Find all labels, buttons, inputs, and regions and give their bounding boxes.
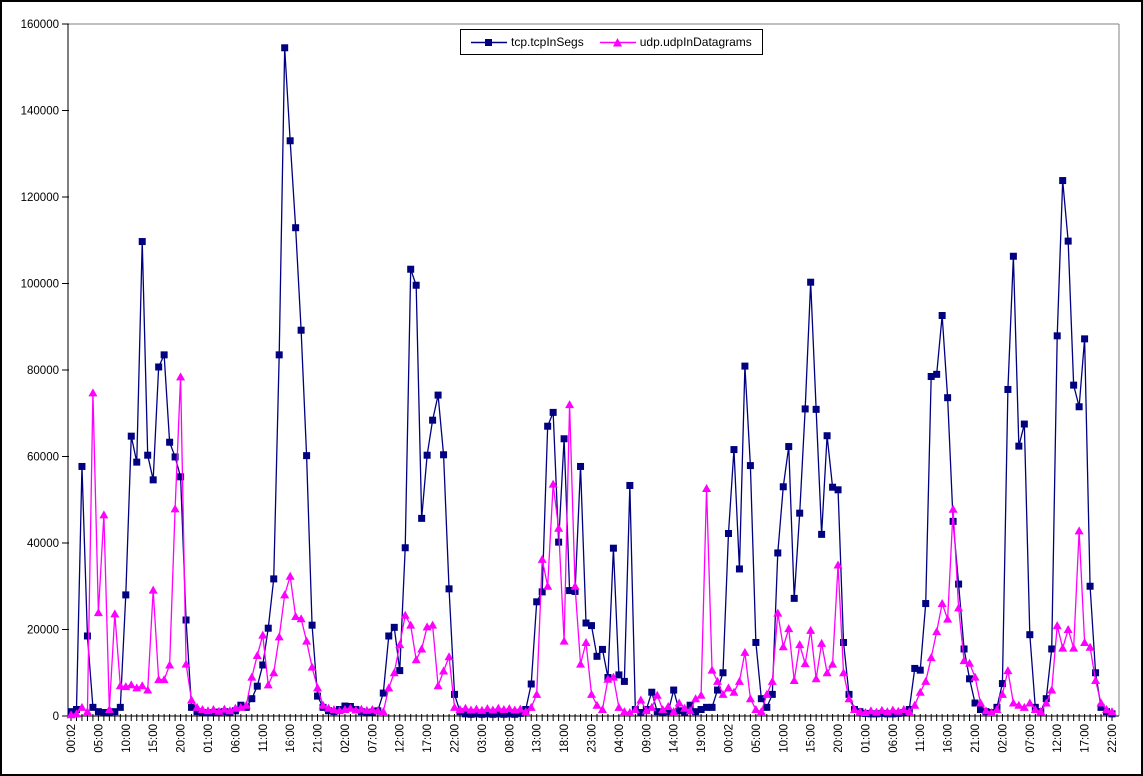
x-tick-label: 14:00 — [669, 724, 681, 753]
x-tick-label: 05:00 — [751, 724, 763, 753]
x-tick-label: 16:00 — [943, 724, 955, 753]
y-tick-label: 120000 — [21, 192, 59, 204]
x-tick-label: 22:00 — [450, 724, 462, 753]
x-tick-label: 12:00 — [1052, 724, 1064, 753]
y-axis: 0 20000 40000 60000 80000 100000 120000 140000 1… — [21, 19, 69, 723]
x-tick-label: 11:00 — [258, 724, 270, 752]
x-tick-label: 10:00 — [778, 724, 790, 753]
y-tick-label: 20000 — [27, 625, 59, 637]
legend-label-udp: udp.udpInDatagrams — [639, 35, 752, 49]
x-tick-label: 06:00 — [230, 724, 242, 753]
x-tick-label: 22:00 — [1107, 724, 1119, 753]
x-tick-label: 13:00 — [532, 724, 544, 753]
x-tick-label: 03:00 — [477, 724, 489, 753]
udp-series — [66, 372, 1117, 719]
x-tick-label: 15:00 — [806, 724, 818, 753]
x-tick-label: 19:00 — [696, 724, 708, 753]
x-tick-label: 20:00 — [833, 724, 845, 753]
x-tick-label: 07:00 — [1025, 724, 1037, 753]
x-axis: 00:02 05:00 10:00 15:00 20:00 01:00 06:00 11:00… — [66, 714, 1119, 753]
x-tick-label: 15:00 — [148, 724, 160, 753]
x-tick-label: 00:02 — [723, 724, 735, 753]
x-tick-label: 11:00 — [915, 724, 927, 752]
x-tick-label: 01:00 — [860, 724, 872, 753]
x-tick-label: 12:00 — [395, 724, 407, 753]
x-tick-label: 23:00 — [587, 724, 599, 753]
y-tick-label: 80000 — [27, 365, 59, 377]
x-tick-label: 10:00 — [121, 724, 133, 753]
tcp-series — [67, 44, 1116, 718]
x-tick-label: 07:00 — [367, 724, 379, 753]
x-tick-label: 02:00 — [340, 724, 352, 753]
tcp-series-line — [70, 47, 1113, 715]
x-tick-label: 17:00 — [1080, 724, 1092, 753]
x-tick-label: 01:00 — [203, 724, 215, 753]
legend-item-tcp: tcp.tcpInSegs — [471, 35, 584, 49]
y-tick-label: 160000 — [21, 19, 59, 31]
x-tick-label: 02:00 — [997, 724, 1009, 753]
chart-legend: tcp.tcpInSegs udp.udpInDatagrams — [460, 29, 763, 55]
x-tick-label: 18:00 — [559, 724, 571, 753]
y-tick-label: 40000 — [27, 538, 59, 550]
y-tick-label: 0 — [53, 711, 59, 723]
x-tick-label: 05:00 — [93, 724, 105, 753]
x-tick-label: 21:00 — [970, 724, 982, 753]
x-tick-label: 20:00 — [176, 724, 188, 753]
x-tick-label: 00:02 — [66, 724, 78, 753]
legend-label-tcp: tcp.tcpInSegs — [511, 35, 584, 49]
x-tick-label: 06:00 — [888, 724, 900, 753]
x-tick-label: 17:00 — [422, 724, 434, 753]
y-tick-label: 140000 — [21, 106, 59, 118]
x-tick-label: 16:00 — [285, 724, 297, 753]
x-tick-label: 08:00 — [504, 724, 516, 753]
legend-item-udp: udp.udpInDatagrams — [599, 35, 752, 49]
udp-series-marker-icon — [599, 37, 636, 46]
tcp-series-marker-icon — [471, 38, 507, 46]
x-tick-label: 09:00 — [641, 724, 653, 753]
y-tick-label: 100000 — [21, 279, 59, 291]
y-tick-label: 60000 — [27, 452, 59, 464]
x-tick-label: 21:00 — [313, 724, 325, 753]
x-tick-label: 04:00 — [614, 724, 626, 753]
